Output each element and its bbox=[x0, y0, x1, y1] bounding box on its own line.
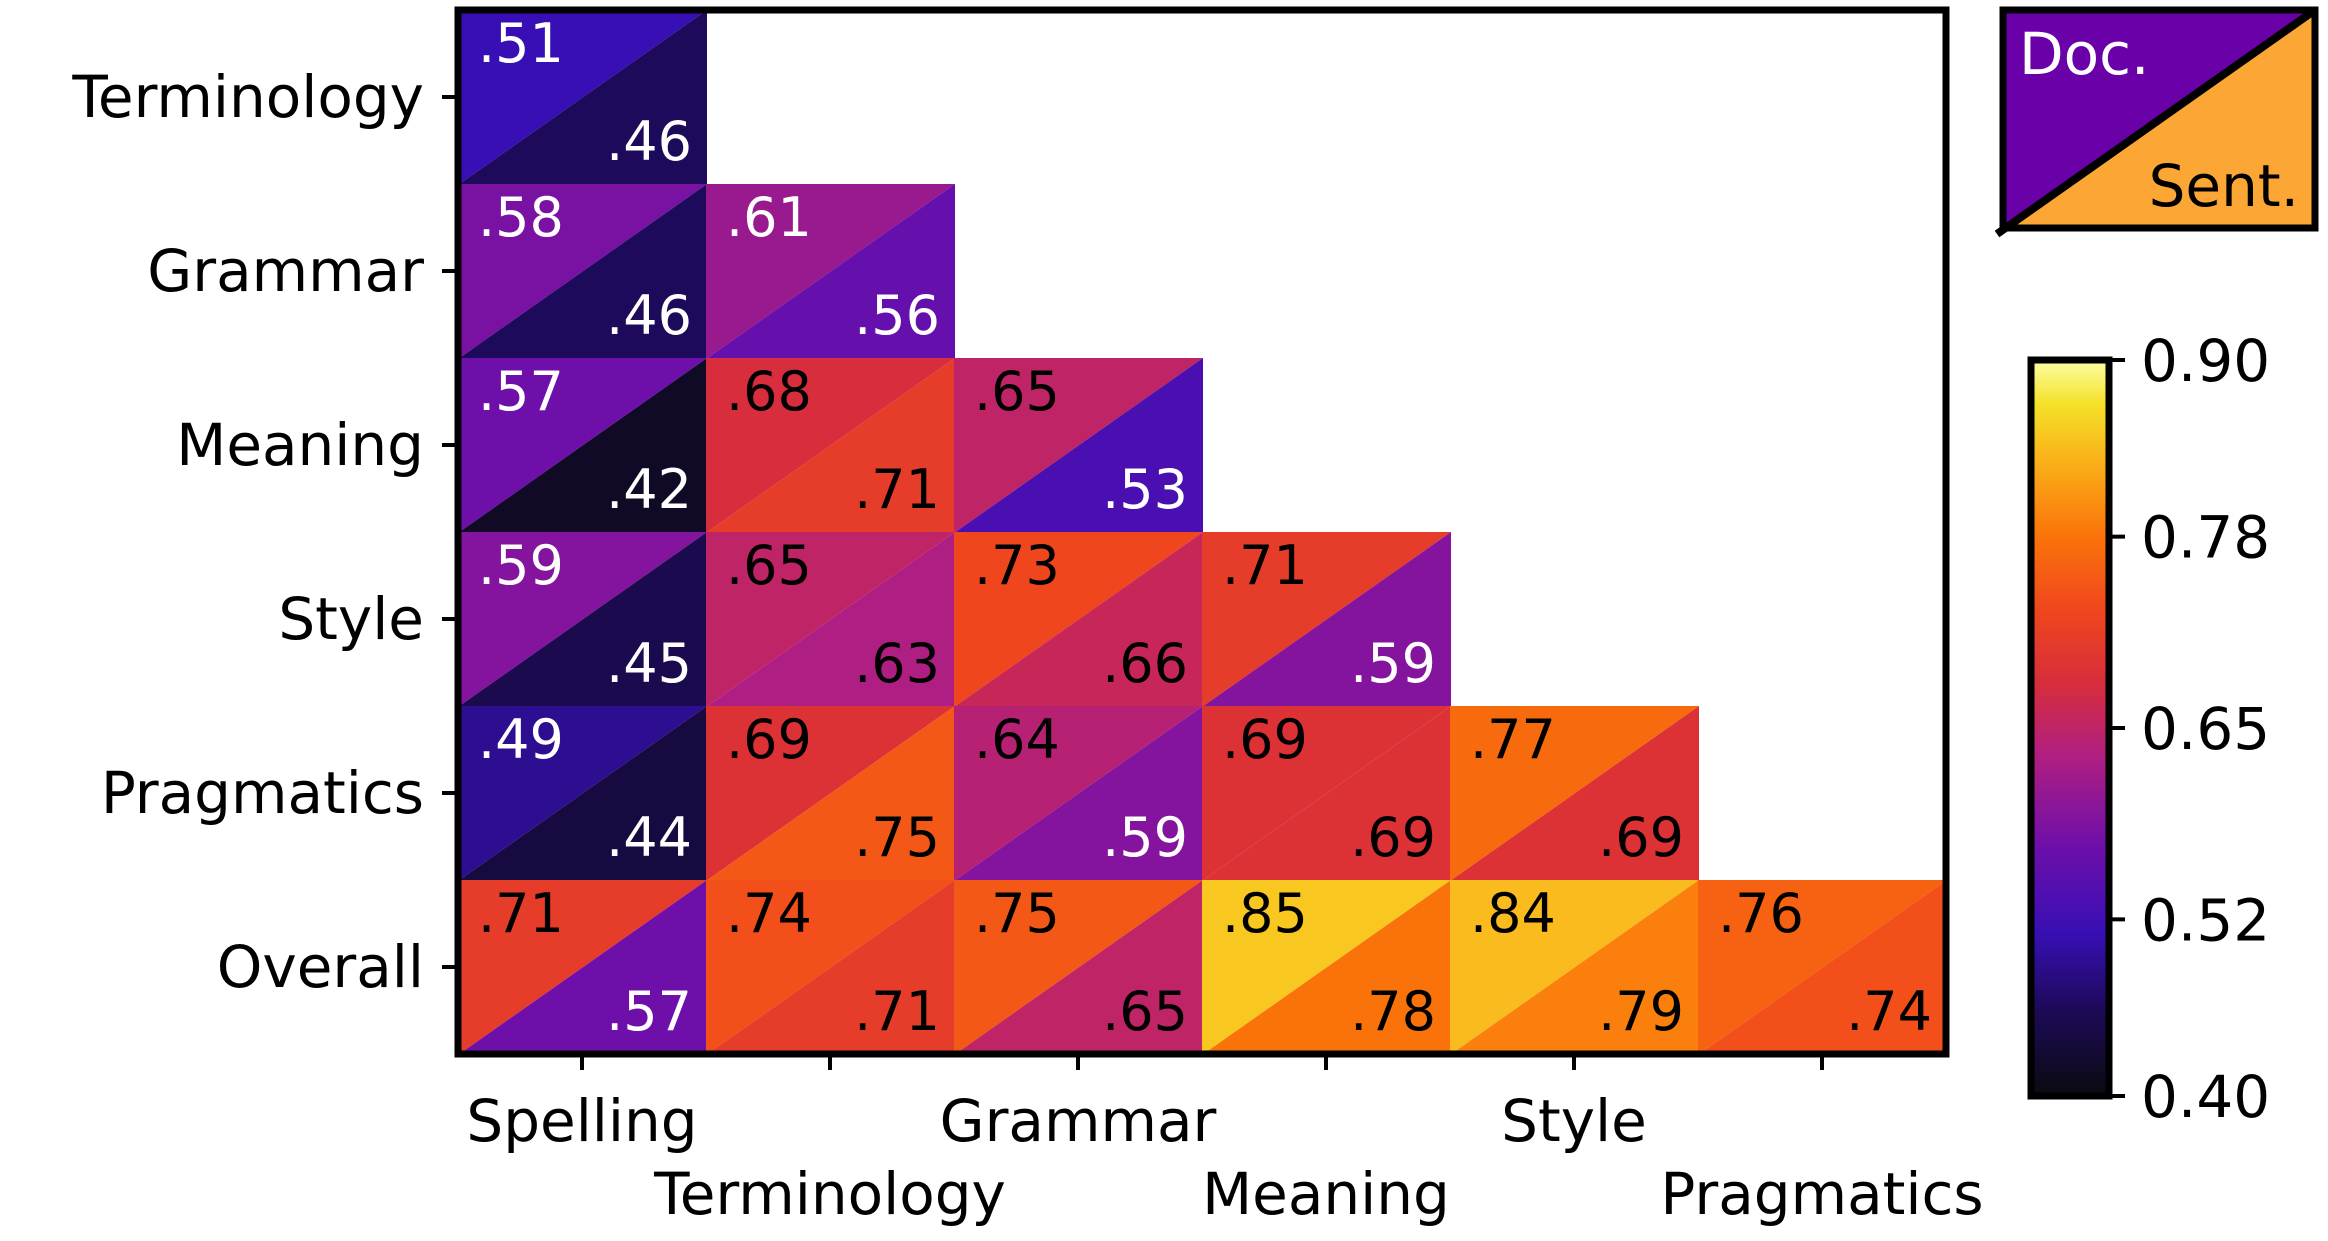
cell-sent-triangle bbox=[1698, 880, 1947, 1055]
cell-doc-value: .73 bbox=[974, 534, 1060, 597]
x-tick-label: Meaning bbox=[1202, 1160, 1450, 1228]
cell-doc-value: .51 bbox=[478, 12, 564, 75]
y-tick-label: Pragmatics bbox=[101, 759, 424, 827]
cell-doc-value: .84 bbox=[1470, 882, 1556, 945]
cell-doc-value: .69 bbox=[1222, 708, 1308, 771]
colorbar-tick-label: 0.65 bbox=[2141, 695, 2270, 763]
legend-frame bbox=[1999, 6, 2319, 232]
cell-sent-triangle bbox=[954, 706, 1203, 881]
cell-doc-value: .59 bbox=[478, 534, 564, 597]
x-tick-label: Terminology bbox=[653, 1160, 1006, 1228]
cell-sent-triangle bbox=[458, 880, 707, 1055]
cell-sent-value: .45 bbox=[606, 632, 692, 695]
cell-sent-triangle bbox=[1450, 706, 1699, 881]
cell-sent-triangle bbox=[706, 184, 955, 359]
x-tick-label: Grammar bbox=[940, 1087, 1217, 1155]
cell-sent-value: .75 bbox=[854, 806, 940, 869]
cell-sent-value: .71 bbox=[854, 980, 940, 1043]
cell-sent-value: .57 bbox=[606, 980, 692, 1043]
cell-sent-triangle bbox=[1202, 706, 1451, 881]
plot-frame bbox=[454, 6, 1950, 1058]
cell-sent-value: .69 bbox=[1598, 806, 1684, 869]
cell-sent-value: .59 bbox=[1350, 632, 1436, 695]
colorbar-tick-label: 0.90 bbox=[2141, 327, 2270, 395]
cell-doc-value: .71 bbox=[478, 882, 564, 945]
cell-doc-value: .64 bbox=[974, 708, 1060, 771]
cell-sent-triangle bbox=[458, 10, 707, 185]
cell-sent-triangle bbox=[1450, 880, 1699, 1055]
y-tick-label: Style bbox=[278, 585, 424, 653]
cell-sent-triangle bbox=[458, 184, 707, 359]
cell-sent-value: .65 bbox=[1102, 980, 1188, 1043]
cell-sent-triangle bbox=[706, 532, 955, 707]
legend-diagonal bbox=[1994, 6, 2318, 238]
cell-sent-value: .42 bbox=[606, 458, 692, 521]
cell-sent-value: .78 bbox=[1350, 980, 1436, 1043]
cell-sent-triangle bbox=[706, 706, 955, 881]
cell-doc-value: .74 bbox=[726, 882, 812, 945]
x-tick-label: Pragmatics bbox=[1660, 1160, 1983, 1228]
cell-sent-value: .74 bbox=[1846, 980, 1932, 1043]
cell-sent-triangle bbox=[706, 880, 955, 1055]
cell-sent-value: .46 bbox=[606, 110, 692, 173]
y-tick-label: Overall bbox=[217, 933, 424, 1001]
cell-doc-value: .65 bbox=[974, 360, 1060, 423]
cell-sent-value: .44 bbox=[606, 806, 692, 869]
cell-sent-value: .56 bbox=[854, 284, 940, 347]
cell-sent-value: .69 bbox=[1350, 806, 1436, 869]
cell-sent-value: .59 bbox=[1102, 806, 1188, 869]
x-tick-label: Style bbox=[1501, 1087, 1647, 1155]
y-tick-label: Meaning bbox=[176, 411, 424, 479]
colorbar-tick-label: 0.78 bbox=[2141, 504, 2270, 572]
cell-sent-triangle bbox=[1202, 880, 1451, 1055]
cell-sent-triangle bbox=[458, 532, 707, 707]
colorbar-gradient bbox=[2031, 360, 2109, 1096]
cell-doc-value: .71 bbox=[1222, 534, 1308, 597]
cell-sent-triangle bbox=[706, 358, 955, 533]
x-tick-label: Spelling bbox=[466, 1087, 697, 1155]
cell-sent-triangle bbox=[954, 880, 1203, 1055]
cell-sent-triangle bbox=[1202, 532, 1451, 707]
cell-doc-value: .57 bbox=[478, 360, 564, 423]
cell-doc-value: .49 bbox=[478, 708, 564, 771]
colorbar-tick-label: 0.52 bbox=[2141, 886, 2270, 954]
colorbar-tick-label: 0.40 bbox=[2141, 1063, 2270, 1131]
cell-doc-value: .58 bbox=[478, 186, 564, 249]
cell-doc-value: .75 bbox=[974, 882, 1060, 945]
cell-sent-value: .71 bbox=[854, 458, 940, 521]
cell-doc-value: .76 bbox=[1718, 882, 1804, 945]
cell-doc-value: .69 bbox=[726, 708, 812, 771]
cell-sent-value: .46 bbox=[606, 284, 692, 347]
cell-doc-value: .65 bbox=[726, 534, 812, 597]
legend-sent-label: Sent. bbox=[2149, 152, 2299, 220]
cell-sent-triangle bbox=[458, 358, 707, 533]
cell-sent-value: .63 bbox=[854, 632, 940, 695]
cell-sent-triangle bbox=[954, 358, 1203, 533]
cell-sent-value: .66 bbox=[1102, 632, 1188, 695]
cell-doc-value: .61 bbox=[726, 186, 812, 249]
cell-doc-value: .85 bbox=[1222, 882, 1308, 945]
y-tick-label: Terminology bbox=[71, 63, 424, 131]
cell-sent-value: .79 bbox=[1598, 980, 1684, 1043]
y-tick-label: Grammar bbox=[147, 237, 424, 305]
cell-sent-value: .53 bbox=[1102, 458, 1188, 521]
cell-doc-value: .68 bbox=[726, 360, 812, 423]
cell-sent-triangle bbox=[954, 532, 1203, 707]
cell-sent-triangle bbox=[458, 706, 707, 881]
legend-doc-label: Doc. bbox=[2019, 20, 2149, 88]
cell-doc-value: .77 bbox=[1470, 708, 1556, 771]
